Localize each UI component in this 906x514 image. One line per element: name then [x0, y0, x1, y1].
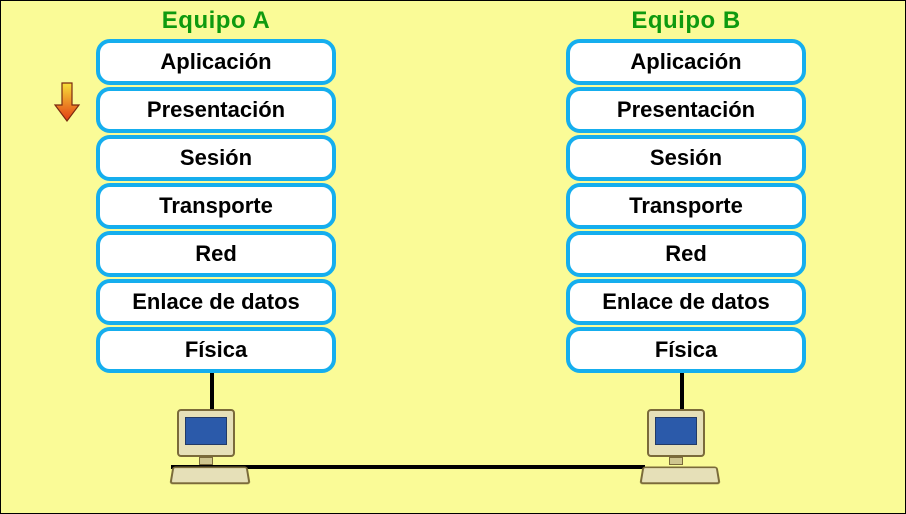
cable-vertical-b	[680, 373, 684, 409]
keyboard-icon	[639, 467, 720, 485]
layer-presentacion: Presentación	[96, 87, 336, 133]
layer-presentacion: Presentación	[566, 87, 806, 133]
monitor-icon	[647, 409, 705, 457]
computer-icon-a	[171, 409, 251, 489]
layer-aplicacion: Aplicación	[566, 39, 806, 85]
layer-red: Red	[96, 231, 336, 277]
layer-enlace-de-datos: Enlace de datos	[566, 279, 806, 325]
keyboard-icon	[169, 467, 250, 485]
osi-stack-equipo-a: Equipo A Aplicación Presentación Sesión …	[96, 7, 336, 375]
monitor-stand	[669, 457, 683, 465]
layer-sesion: Sesión	[96, 135, 336, 181]
layer-transporte: Transporte	[566, 183, 806, 229]
down-arrow-icon	[53, 81, 81, 123]
column-title-b: Equipo B	[566, 7, 806, 35]
layer-aplicacion: Aplicación	[96, 39, 336, 85]
monitor-stand	[199, 457, 213, 465]
osi-stack-equipo-b: Equipo B Aplicación Presentación Sesión …	[566, 7, 806, 375]
column-title-a: Equipo A	[96, 7, 336, 35]
layer-fisica: Física	[566, 327, 806, 373]
layer-enlace-de-datos: Enlace de datos	[96, 279, 336, 325]
layer-red: Red	[566, 231, 806, 277]
monitor-icon	[177, 409, 235, 457]
cable-vertical-a	[210, 373, 214, 409]
layer-sesion: Sesión	[566, 135, 806, 181]
layer-transporte: Transporte	[96, 183, 336, 229]
layer-fisica: Física	[96, 327, 336, 373]
computer-icon-b	[641, 409, 721, 489]
